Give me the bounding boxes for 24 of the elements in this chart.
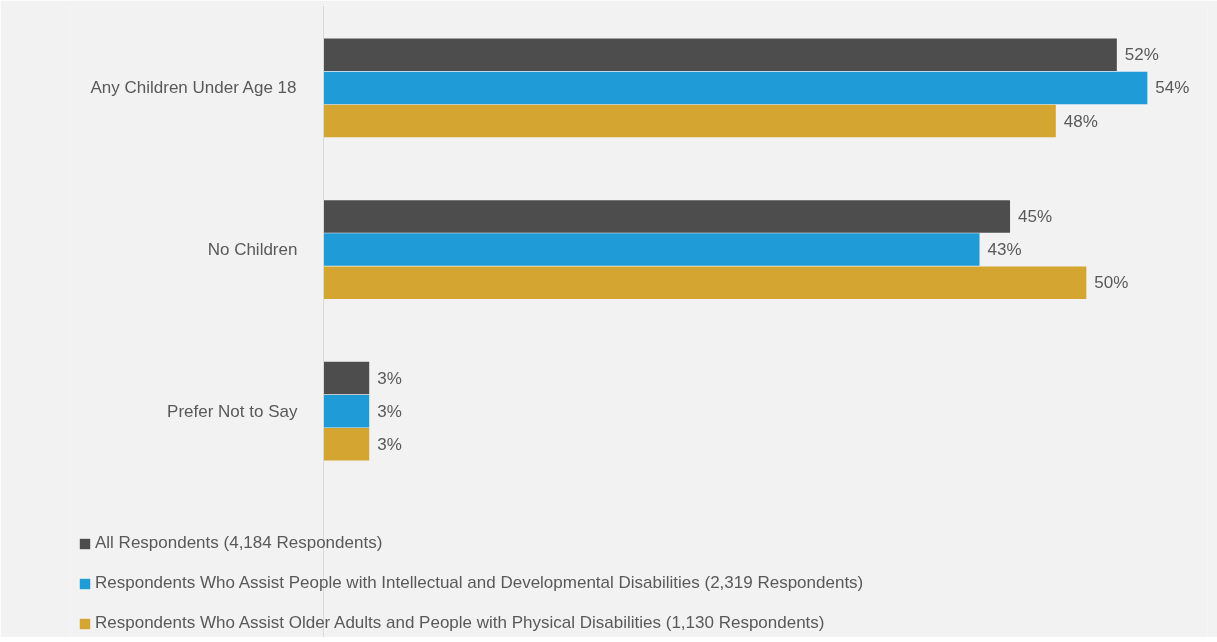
data-label: 3%: [377, 368, 402, 388]
data-label: 3%: [377, 434, 402, 454]
data-label: 52%: [1124, 45, 1159, 65]
legend-label: Respondents Who Assist People with Intellectual and Developmental Disabilities (2,319 Respondents): [95, 573, 864, 593]
legend-label: All Respondents (4,184 Respondents): [95, 533, 383, 553]
y-tick-label: Any Children Under Age 18: [90, 78, 297, 98]
bar: [323, 394, 370, 428]
y-tick-label: Prefer Not to Say: [167, 401, 298, 421]
legend-label: Respondents Who Assist Older Adults and People with Physical Disabilities (1,130 Respondents): [95, 613, 825, 633]
data-label: 54%: [1155, 78, 1190, 98]
y-tick-label: No Children: [207, 240, 298, 260]
bar: [323, 266, 1087, 299]
bar: [323, 428, 370, 461]
bar: [323, 233, 980, 266]
data-label: 3%: [377, 401, 402, 421]
data-label: 45%: [1018, 206, 1053, 226]
data-label: 50%: [1094, 273, 1129, 293]
bar: [323, 104, 1056, 138]
bar: [323, 361, 370, 395]
data-label: 43%: [987, 240, 1022, 260]
data-label: 48%: [1063, 111, 1098, 131]
bar: [323, 71, 1148, 105]
bar: [323, 38, 1117, 72]
bar: [323, 200, 1011, 233]
